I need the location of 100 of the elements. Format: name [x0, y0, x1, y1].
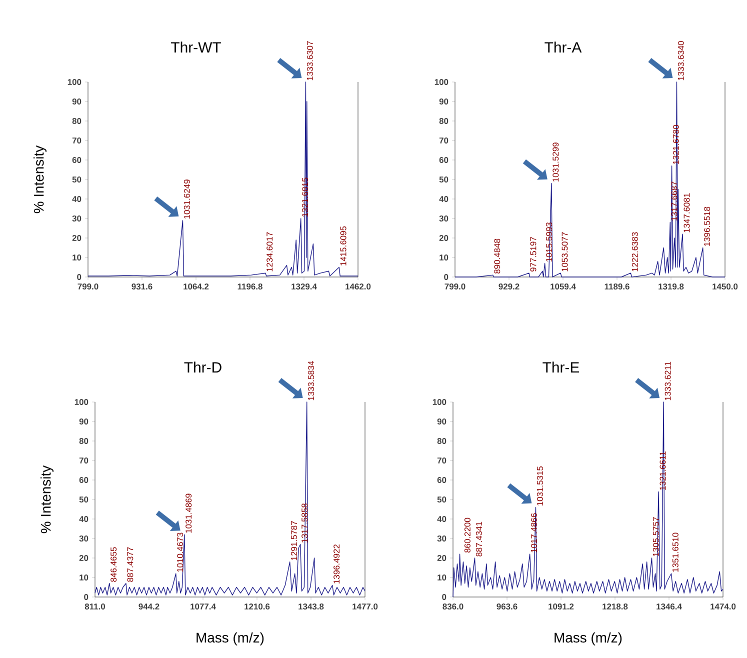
y-tick-label: 20	[72, 235, 82, 241]
x-tick-label: 1059.4	[550, 284, 576, 290]
annotation: 887.4341	[476, 522, 482, 556]
annotation: 846.4655	[110, 547, 117, 582]
x-tick-label: 944.2	[138, 604, 160, 610]
annotation: 977.5197	[530, 237, 536, 272]
annotation: 1031.5315	[536, 466, 543, 506]
y-tick-label: 60	[79, 477, 88, 483]
annotation: 1017.4866	[531, 513, 537, 552]
chart-title: Thr-A	[544, 42, 582, 52]
y-tick-label: 30	[437, 536, 446, 542]
annotation: 860.2200	[464, 518, 470, 553]
y-tick-label: 40	[79, 516, 88, 522]
y-tick-label: 70	[437, 458, 446, 464]
y-tick-label: 100	[68, 79, 82, 85]
x-tick-label: 1210.6	[244, 604, 270, 610]
y-tick-label: 80	[72, 118, 82, 124]
y-tick-label: 0	[84, 594, 88, 600]
annotation: 1010.4673	[177, 532, 184, 572]
annotation: 1321.6815	[302, 178, 308, 217]
annotation: 1234.6017	[266, 232, 273, 272]
y-tick-label: 0	[77, 274, 82, 280]
y-tick-label: 10	[438, 574, 446, 580]
y-tick-label: 40	[437, 516, 446, 522]
y-tick-label: 90	[72, 98, 82, 104]
annotation: 1333.6340	[678, 41, 684, 80]
y-tick-label: 0	[442, 594, 446, 600]
annotation: 1321.6611	[660, 452, 666, 490]
x-tick-label: 931.6	[132, 284, 152, 290]
annotation: 1317.6687	[671, 182, 678, 221]
y-tick-label: 30	[439, 215, 448, 222]
line-series	[452, 402, 724, 598]
chart-title: Thr-D	[184, 362, 222, 372]
y-tick-label: 60	[437, 477, 446, 483]
x-tick-label: 1329.4	[292, 284, 317, 290]
annotation: 1415.6095	[340, 226, 346, 266]
annotation: 1031.4869	[186, 494, 192, 533]
x-tick-label: 1064.2	[184, 284, 209, 290]
y-tick-label: 20	[437, 555, 446, 561]
x-tick-label: 1343.8	[298, 604, 324, 610]
annotation: 1333.6211	[664, 362, 671, 400]
y-tick-label: 80	[79, 438, 88, 444]
y-tick-label: 10	[72, 254, 82, 260]
x-tick-label: 1077.4	[190, 604, 216, 610]
annotation: 1053.5077	[562, 232, 568, 272]
y-tick-label: 60	[439, 157, 448, 163]
y-tick-label: 90	[437, 418, 446, 424]
chart-title: Thr-E	[542, 362, 580, 372]
chart-title: Thr-WT	[171, 42, 221, 52]
x-tick-label: 1196.8	[238, 284, 262, 290]
y-tick-label: 90	[439, 98, 448, 104]
y-tick-label: 60	[72, 157, 82, 163]
x-tick-label: 799.0	[444, 284, 466, 290]
annotation: 1291.5787	[291, 521, 298, 560]
y-tick-label: 80	[439, 118, 448, 124]
y-axis-title: % Intensity	[40, 465, 54, 534]
y-axis-title: % Intensity	[34, 145, 47, 214]
y-tick-label: 50	[439, 176, 448, 182]
y-tick-label: 20	[439, 235, 448, 241]
y-tick-label: 40	[439, 196, 448, 202]
annotation: 1347.6081	[684, 193, 690, 232]
x-tick-label: 811.0	[84, 604, 106, 610]
annotation: 1222.6383	[632, 232, 638, 272]
x-tick-label: 963.6	[496, 604, 518, 610]
x-tick-label: 1218.8	[602, 604, 628, 610]
y-tick-label: 70	[439, 138, 448, 144]
x-tick-label: 836.0	[442, 604, 464, 610]
y-tick-label: 40	[72, 196, 82, 202]
x-tick-label: 1462.0	[346, 284, 371, 290]
annotation: 1317.5858	[302, 504, 308, 543]
x-tick-label: 1450.0	[712, 284, 738, 290]
x-axis-title: Mass (m/z)	[554, 632, 622, 646]
x-tick-label: 1091.2	[548, 604, 574, 610]
annotation: 1333.6307	[306, 41, 313, 80]
x-tick-label: 1189.6	[604, 284, 630, 290]
y-tick-label: 50	[79, 496, 88, 502]
y-tick-label: 30	[79, 536, 88, 542]
annotation: 1015.5993	[546, 222, 552, 262]
x-tick-label: 1477.0	[352, 604, 378, 610]
annotation: 1305.5757	[652, 517, 659, 556]
y-tick-label: 20	[79, 555, 88, 561]
x-axis-title: Mass (m/z)	[196, 632, 264, 646]
x-tick-label: 799.0	[78, 284, 98, 290]
y-tick-label: 90	[79, 418, 88, 424]
y-tick-label: 70	[79, 458, 88, 464]
annotation: 1396.5518	[704, 206, 710, 246]
y-tick-label: 100	[74, 399, 88, 405]
annotation: 1321.6780	[672, 124, 679, 164]
y-tick-label: 80	[437, 438, 446, 444]
annotation: 1396.4922	[334, 544, 340, 584]
y-tick-label: 10	[80, 574, 88, 580]
x-tick-label: 1474.0	[710, 604, 736, 610]
y-tick-label: 50	[72, 176, 82, 182]
x-tick-label: 929.2	[498, 284, 520, 290]
x-tick-label: 1346.4	[656, 604, 682, 610]
annotation: 890.4848	[494, 238, 500, 274]
x-tick-label: 1319.8	[658, 284, 684, 290]
y-tick-label: 30	[72, 215, 82, 222]
y-tick-label: 10	[440, 254, 448, 260]
annotation: 1333.5834	[308, 361, 314, 400]
